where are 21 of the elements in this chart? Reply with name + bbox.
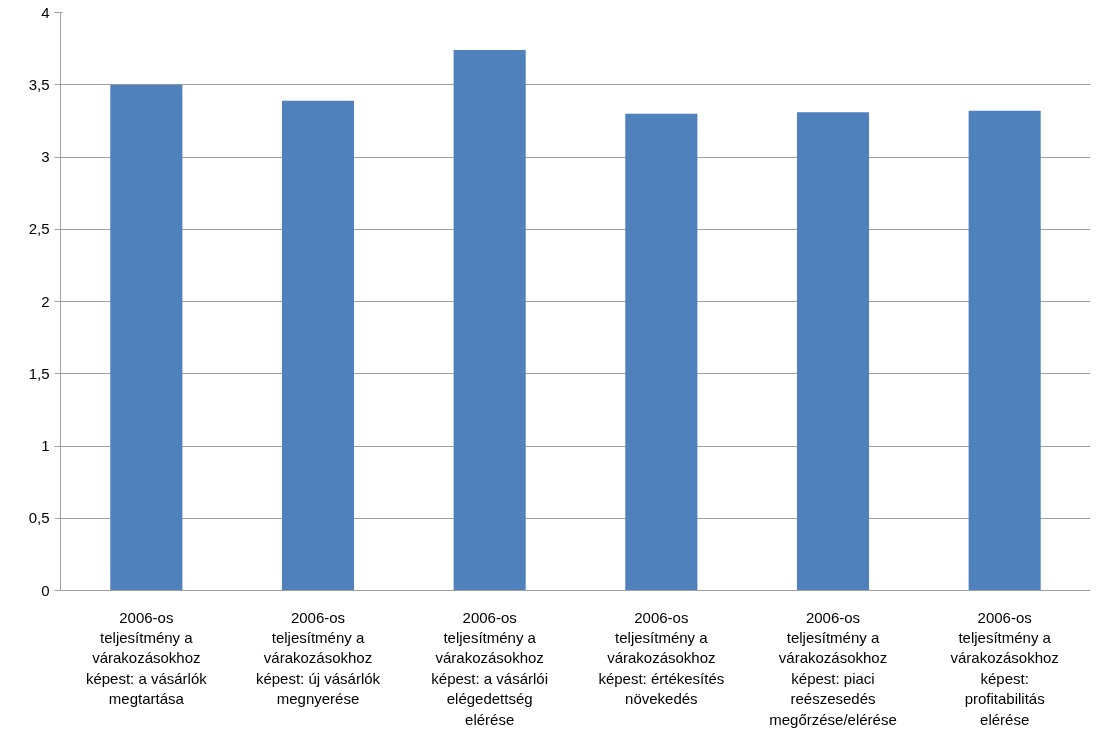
bar (796, 112, 870, 591)
bar (453, 50, 526, 591)
y-tick-label: 1 (41, 437, 50, 454)
x-tick-label: 2006-os teljesítmény a várakozásokhoz képest: a vásárlók megtartása (85, 608, 208, 708)
x-tick-label: 2006-os teljesítmény a várakozásokhoz képest: a vásárlói elégedettség elérése (431, 608, 549, 728)
y-tick-label: 0 (41, 581, 50, 599)
bar (110, 84, 183, 591)
y-tick-label: 2 (41, 292, 50, 310)
x-tick-label: 2006-os teljesítmény a várakozásokhoz képest: új vásárlók megnyerése (255, 608, 381, 708)
bar (625, 113, 698, 591)
y-tick-label: 4 (41, 3, 50, 21)
y-tick-label: 1,5 (28, 364, 50, 382)
bar (281, 100, 355, 591)
y-tick-label: 3,5 (28, 75, 50, 93)
y-tick-label: 0,5 (28, 509, 50, 527)
y-tick-label: 3 (41, 148, 50, 165)
x-tick-label: 2006-os teljesítmény a várakozásokhoz képest: értékesítés növekedés (598, 608, 725, 708)
x-tick-label: 2006-os teljesítmény a várakozásokhoz képest: piaci reészesedés megőrzése/elérése (769, 608, 897, 728)
x-tick-label: 2006-os teljesítmény a várakozásokhoz képest: profitabilitás elérése (950, 608, 1059, 728)
bar (968, 110, 1041, 591)
y-tick-label: 2,5 (28, 220, 50, 238)
